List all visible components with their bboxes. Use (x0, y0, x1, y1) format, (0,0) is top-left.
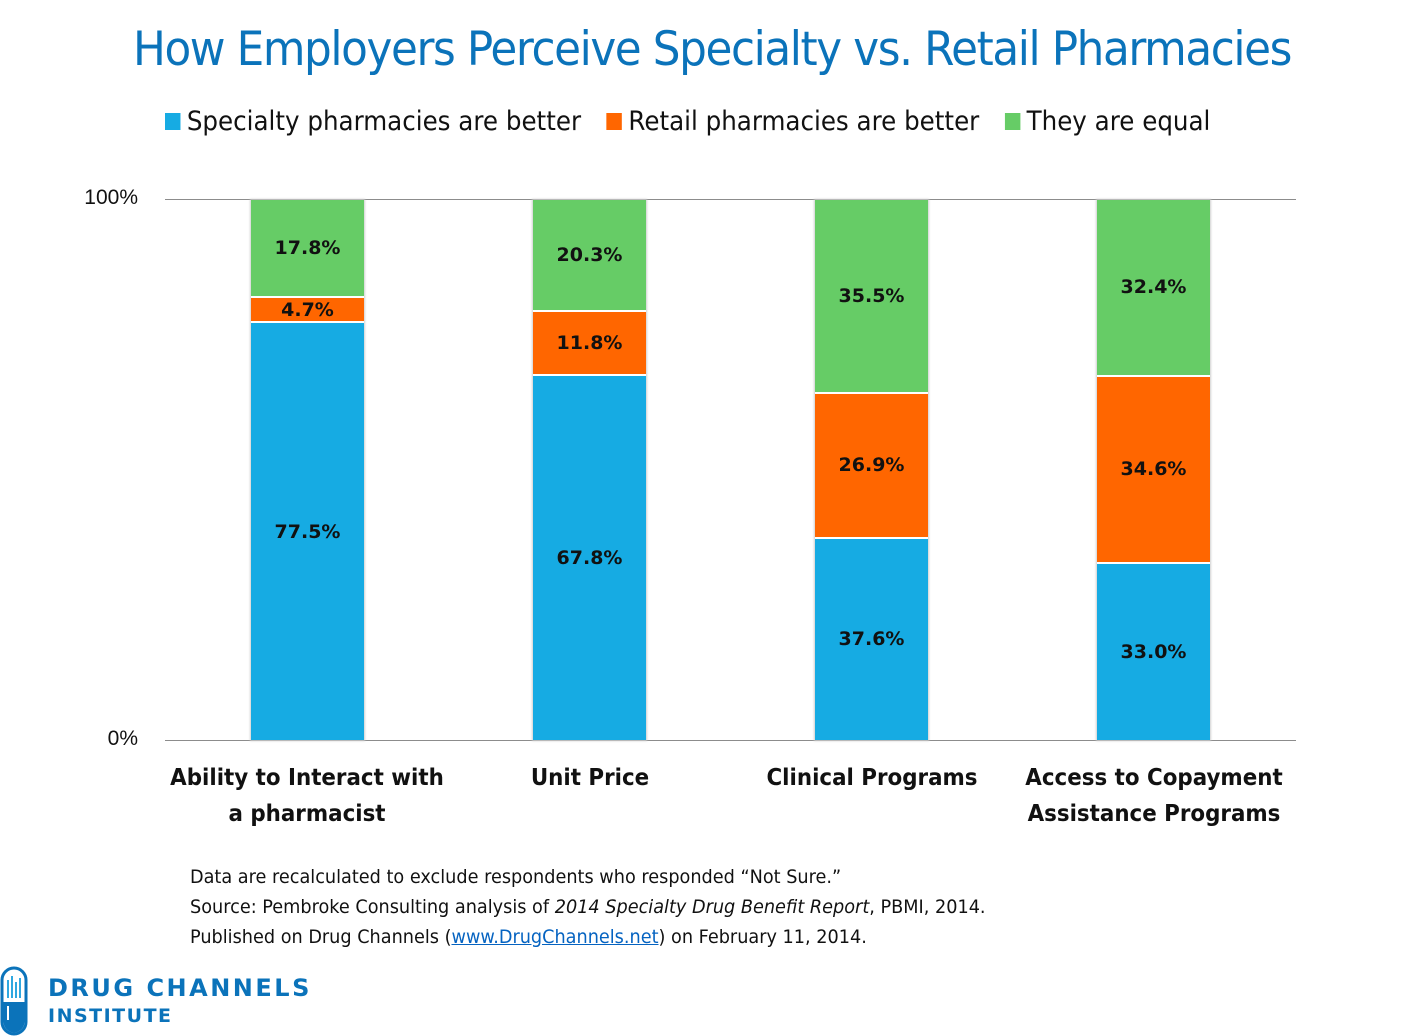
category-label-line: Assistance Programs (1027, 801, 1281, 827)
legend-swatch-specialty (165, 113, 181, 130)
bar-segment: 11.8% (533, 309, 646, 374)
logo-line-1: DRUG CHANNELS (48, 974, 312, 1002)
bar-segment: 34.6% (1097, 374, 1210, 562)
pill-bars-icon (0, 966, 28, 1036)
data-label: 20.3% (556, 243, 623, 266)
category-label-line: Clinical Programs (766, 765, 978, 791)
stacked-bar: 17.8% 4.7% 77.5% (251, 200, 364, 740)
logo-line-2: INSTITUTE (48, 1005, 173, 1027)
bar-segment: 4.7% (251, 296, 364, 322)
x-axis-line (165, 740, 1296, 741)
footnote-text: , PBMI, 2014. (869, 896, 986, 918)
category-label: Access to Copayment Assistance Programs (1015, 760, 1294, 832)
footnote-text: Source: Pembroke Consulting analysis of (190, 896, 555, 918)
data-label: 4.7% (281, 298, 334, 321)
footnote-text: Published on Drug Channels ( (190, 926, 452, 948)
bar-segment: 37.6% (815, 536, 928, 740)
legend-item-specialty: Specialty pharmacies are better (165, 106, 581, 137)
bar-segment: 26.9% (815, 391, 928, 537)
data-label: 34.6% (1120, 458, 1187, 481)
gridline-top (165, 199, 1296, 200)
data-label: 32.4% (1120, 276, 1187, 299)
data-label: 67.8% (556, 546, 623, 569)
stacked-bar: 20.3% 11.8% 67.8% (533, 200, 646, 740)
data-label: 17.8% (274, 237, 341, 260)
bar-segment: 35.5% (815, 200, 928, 392)
y-axis-bottom-label: 0% (107, 727, 138, 750)
category-label: Unit Price (451, 760, 730, 796)
stacked-bar: 32.4% 34.6% 33.0% (1097, 200, 1210, 740)
data-label: 33.0% (1120, 640, 1187, 663)
legend-label: Retail pharmacies are better (628, 106, 980, 137)
logo-text: DRUG CHANNELS INSTITUTE (48, 973, 312, 1029)
footnote-line: Data are recalculated to exclude respond… (190, 866, 842, 888)
category-label: Ability to Interact with a pharmacist (168, 760, 447, 832)
drugchannels-link[interactable]: www.DrugChannels.net (451, 926, 659, 948)
category-label-line: Ability to Interact with (170, 765, 444, 791)
category-label-line: a pharmacist (228, 801, 386, 827)
category-label-line: Access to Copayment (1025, 765, 1283, 791)
data-label: 11.8% (556, 331, 623, 354)
footnote-line: Source: Pembroke Consulting analysis of … (190, 892, 986, 922)
legend-label: Specialty pharmacies are better (186, 106, 582, 137)
legend: Specialty pharmacies are better Retail p… (165, 106, 1236, 137)
legend-item-equal: They are equal (1004, 106, 1211, 137)
legend-swatch-retail (606, 113, 622, 130)
legend-swatch-equal (1004, 113, 1021, 130)
y-axis-top-label: 100% (84, 186, 138, 209)
drug-channels-logo: DRUG CHANNELS INSTITUTE (0, 966, 312, 1036)
report-title: 2014 Specialty Drug Benefit Report (554, 896, 870, 918)
bar-segment: 77.5% (251, 321, 364, 740)
legend-label: They are equal (1026, 106, 1211, 137)
bar-segment: 20.3% (533, 200, 646, 310)
category-label: Clinical Programs (733, 760, 1012, 796)
footnote-text: ) on February 11, 2014. (658, 926, 867, 948)
data-label: 26.9% (838, 454, 905, 477)
bar-segment: 67.8% (533, 373, 646, 740)
footnote-line: Published on Drug Channels (www.DrugChan… (190, 922, 986, 952)
stacked-bar: 35.5% 26.9% 37.6% (815, 200, 928, 740)
bar-segment: 17.8% (251, 200, 364, 297)
chart-title: How Employers Perceive Specialty vs. Ret… (132, 22, 1292, 77)
category-label-line: Unit Price (530, 765, 650, 791)
bar-segment: 33.0% (1097, 561, 1210, 740)
legend-item-retail: Retail pharmacies are better (606, 106, 980, 137)
data-label: 77.5% (274, 520, 341, 543)
data-label: 37.6% (838, 628, 905, 651)
bar-segment: 32.4% (1097, 200, 1210, 375)
data-label: 35.5% (838, 284, 905, 307)
footnotes: Data are recalculated to exclude respond… (190, 862, 986, 952)
